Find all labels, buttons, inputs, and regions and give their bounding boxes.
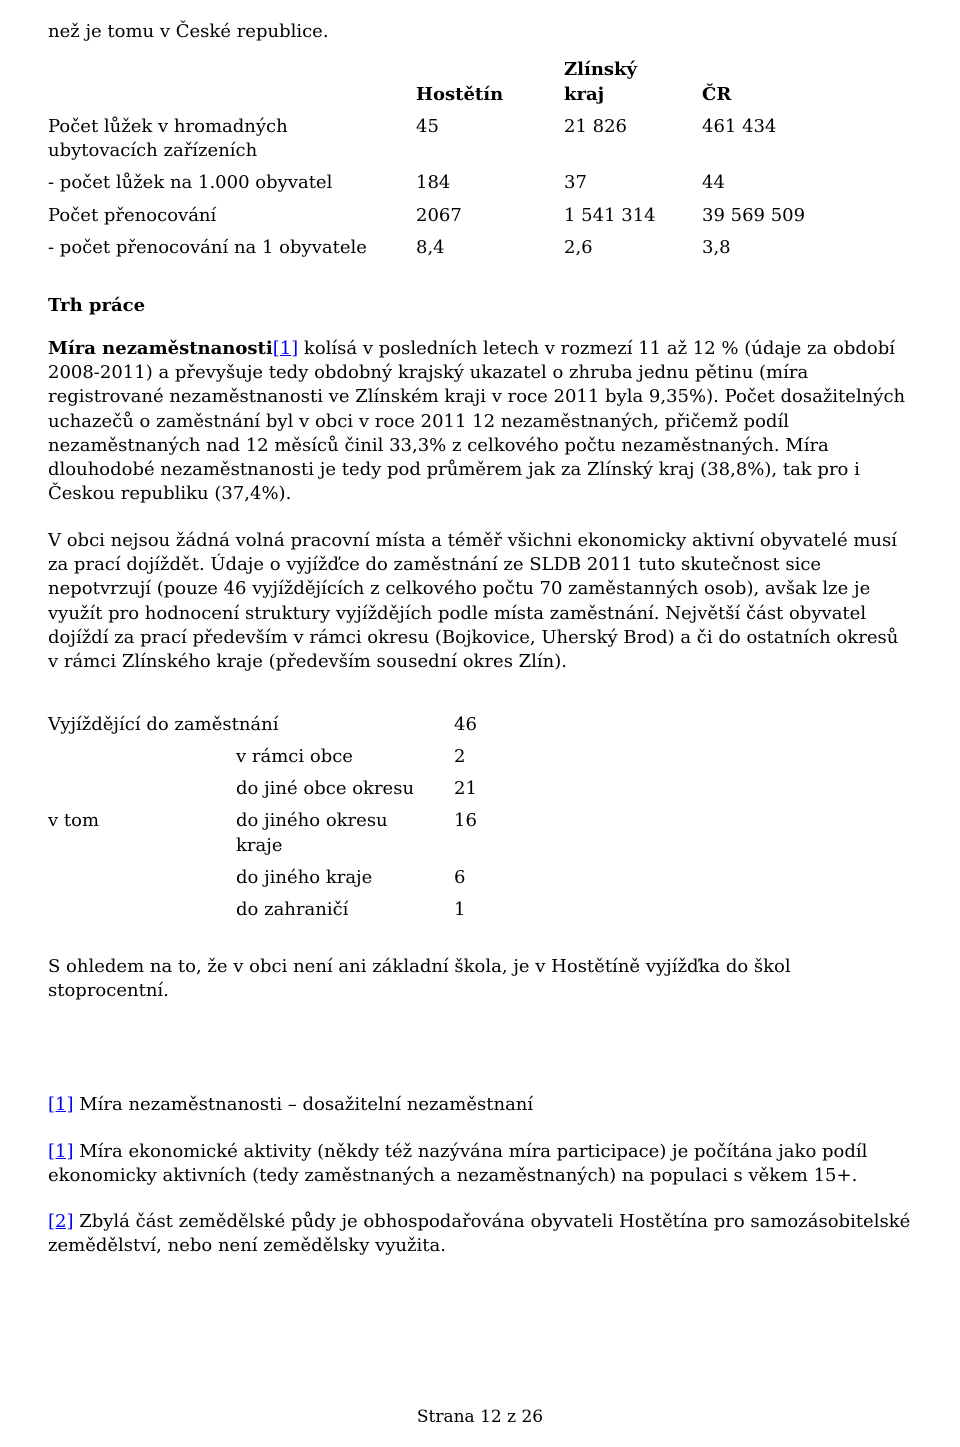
intro-text: než je tomu v České republice. xyxy=(48,20,912,44)
th-hostetin: Hostětín xyxy=(416,54,564,111)
cell: 37 xyxy=(564,167,702,199)
cell: - počet lůžek na 1.000 obyvatel xyxy=(48,167,416,199)
table-row: Vyjíždějící do zaměstnání 46 xyxy=(48,709,522,741)
school-commute-para: S ohledem na to, že v obci není ani zákl… xyxy=(48,955,912,1004)
unemployment-bold: Míra nezaměstnanosti xyxy=(48,338,273,359)
section-title: Trh práce xyxy=(48,294,912,318)
footnote-anchor-2[interactable]: [1] xyxy=(48,1141,74,1162)
cell: Vyjíždějící do zaměstnání xyxy=(48,709,454,741)
cell: 184 xyxy=(416,167,564,199)
cell: do jiné obce okresu xyxy=(236,773,454,805)
labour-para-2: V obci nejsou žádná volná pracovní místa… xyxy=(48,529,912,675)
cell: do zahraničí xyxy=(236,894,454,926)
cell: 44 xyxy=(702,167,860,199)
footnote-anchor-3[interactable]: [2] xyxy=(48,1211,74,1232)
commuting-table: Vyjíždějící do zaměstnání 46 v rámci obc… xyxy=(48,709,522,927)
th-zlinsky: Zlínský kraj xyxy=(564,54,702,111)
table-row: v tom do jiného okresu kraje 16 xyxy=(48,805,522,862)
cell: 461 434 xyxy=(702,111,860,168)
cell: 2 xyxy=(454,741,522,773)
cell: v tom xyxy=(48,805,236,862)
footnote-2: [1] Míra ekonomické aktivity (někdy též … xyxy=(48,1140,912,1189)
table-row: do zahraničí 1 xyxy=(48,894,522,926)
cell: 21 826 xyxy=(564,111,702,168)
cell xyxy=(48,773,236,805)
cell: 2067 xyxy=(416,200,564,232)
cell: 6 xyxy=(454,862,522,894)
th-empty xyxy=(48,54,416,111)
cell: - počet přenocování na 1 obyvatele xyxy=(48,232,416,264)
cell: do jiného okresu kraje xyxy=(236,805,454,862)
cell xyxy=(48,741,236,773)
cell: Počet přenocování xyxy=(48,200,416,232)
labour-para-1: Míra nezaměstnanosti[1] kolísá v posledn… xyxy=(48,337,912,507)
cell xyxy=(48,894,236,926)
cell: 46 xyxy=(454,709,522,741)
footnote-1-text: Míra nezaměstnanosti – dosažitelní nezam… xyxy=(74,1094,534,1115)
footnote-anchor-1[interactable]: [1] xyxy=(48,1094,74,1115)
cell: 21 xyxy=(454,773,522,805)
cell: do jiného kraje xyxy=(236,862,454,894)
cell: 45 xyxy=(416,111,564,168)
cell: 2,6 xyxy=(564,232,702,264)
cell: 3,8 xyxy=(702,232,860,264)
cell: 8,4 xyxy=(416,232,564,264)
table-row: do jiné obce okresu 21 xyxy=(48,773,522,805)
accommodation-table: Hostětín Zlínský kraj ČR Počet lůžek v h… xyxy=(48,54,860,264)
cell: 39 569 509 xyxy=(702,200,860,232)
cell: Počet lůžek v hromadných ubytovacích zař… xyxy=(48,111,416,168)
footnote-3-text: Zbylá část zemědělské půdy je obhospodař… xyxy=(48,1211,910,1256)
table-row: Počet přenocování 2067 1 541 314 39 569 … xyxy=(48,200,860,232)
footnote-link-1[interactable]: [1] xyxy=(273,338,299,359)
footnote-2-text: Míra ekonomické aktivity (někdy též nazý… xyxy=(48,1141,867,1186)
cell: 1 xyxy=(454,894,522,926)
page-footer: Strana 12 z 26 xyxy=(0,1406,960,1429)
table-row: Počet lůžek v hromadných ubytovacích zař… xyxy=(48,111,860,168)
cell: v rámci obce xyxy=(236,741,454,773)
para1-rest: kolísá v posledních letech v rozmezí 11 … xyxy=(48,338,905,505)
table-row: v rámci obce 2 xyxy=(48,741,522,773)
cell xyxy=(48,862,236,894)
cell: 16 xyxy=(454,805,522,862)
table-row: - počet přenocování na 1 obyvatele 8,4 2… xyxy=(48,232,860,264)
cell: 1 541 314 xyxy=(564,200,702,232)
table-row: do jiného kraje 6 xyxy=(48,862,522,894)
th-cr: ČR xyxy=(702,54,860,111)
table-row: - počet lůžek na 1.000 obyvatel 184 37 4… xyxy=(48,167,860,199)
footnote-3: [2] Zbylá část zemědělské půdy je obhosp… xyxy=(48,1210,912,1259)
footnote-1: [1] Míra nezaměstnanosti – dosažitelní n… xyxy=(48,1093,912,1117)
